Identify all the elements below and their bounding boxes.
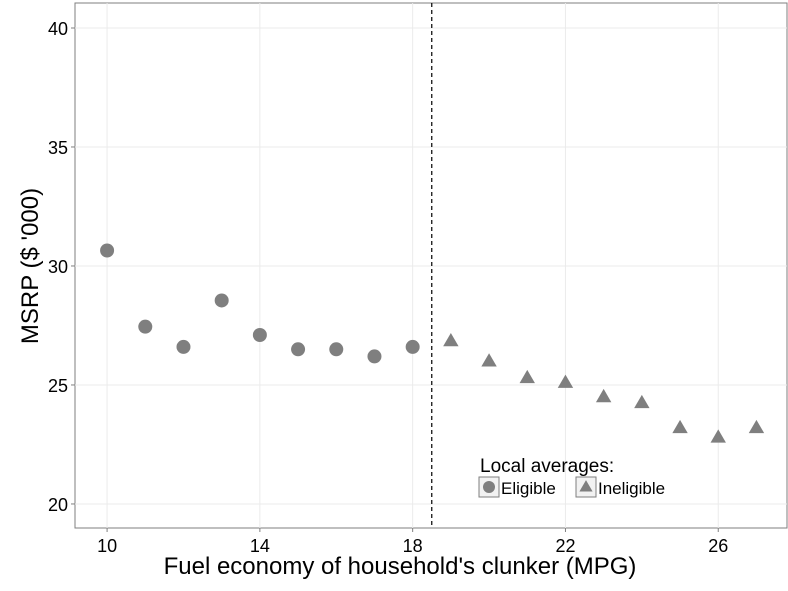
y-tick-label: 25: [48, 376, 68, 396]
marker: [176, 339, 191, 354]
legend-label: Eligible: [501, 479, 556, 498]
marker: [595, 388, 612, 403]
y-tick-label: 40: [48, 19, 68, 39]
x-axis-label: Fuel economy of household's clunker (MPG…: [164, 553, 637, 580]
marker: [138, 319, 153, 334]
marker: [367, 349, 382, 364]
marker: [557, 374, 574, 388]
marker: [481, 353, 497, 367]
marker: [748, 419, 765, 434]
marker: [710, 429, 726, 443]
legend-label: Ineligible: [598, 479, 665, 498]
marker: [291, 342, 306, 357]
marker: [579, 480, 593, 492]
marker: [329, 342, 344, 357]
marker: [672, 419, 688, 434]
y-axis-label: MSRP ($ '000): [17, 188, 44, 344]
y-tick-label: 20: [48, 495, 68, 515]
marker: [405, 339, 420, 354]
y-tick-label: 35: [48, 138, 68, 158]
marker: [634, 394, 650, 409]
marker: [252, 327, 267, 342]
x-tick-label: 10: [97, 536, 117, 556]
marker: [214, 293, 229, 308]
x-tick-label: 14: [250, 536, 270, 556]
marker: [519, 369, 535, 384]
x-tick-label: 22: [555, 536, 575, 556]
y-tick-label: 30: [48, 257, 68, 277]
x-tick-label: 26: [708, 536, 728, 556]
marker: [443, 332, 459, 347]
x-tick-label: 18: [403, 536, 423, 556]
legend-title: Local averages:: [480, 456, 614, 477]
marker: [100, 243, 115, 258]
marker: [483, 481, 495, 493]
